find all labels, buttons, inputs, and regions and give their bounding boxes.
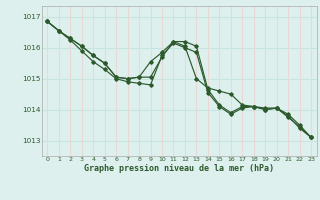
- X-axis label: Graphe pression niveau de la mer (hPa): Graphe pression niveau de la mer (hPa): [84, 164, 274, 173]
